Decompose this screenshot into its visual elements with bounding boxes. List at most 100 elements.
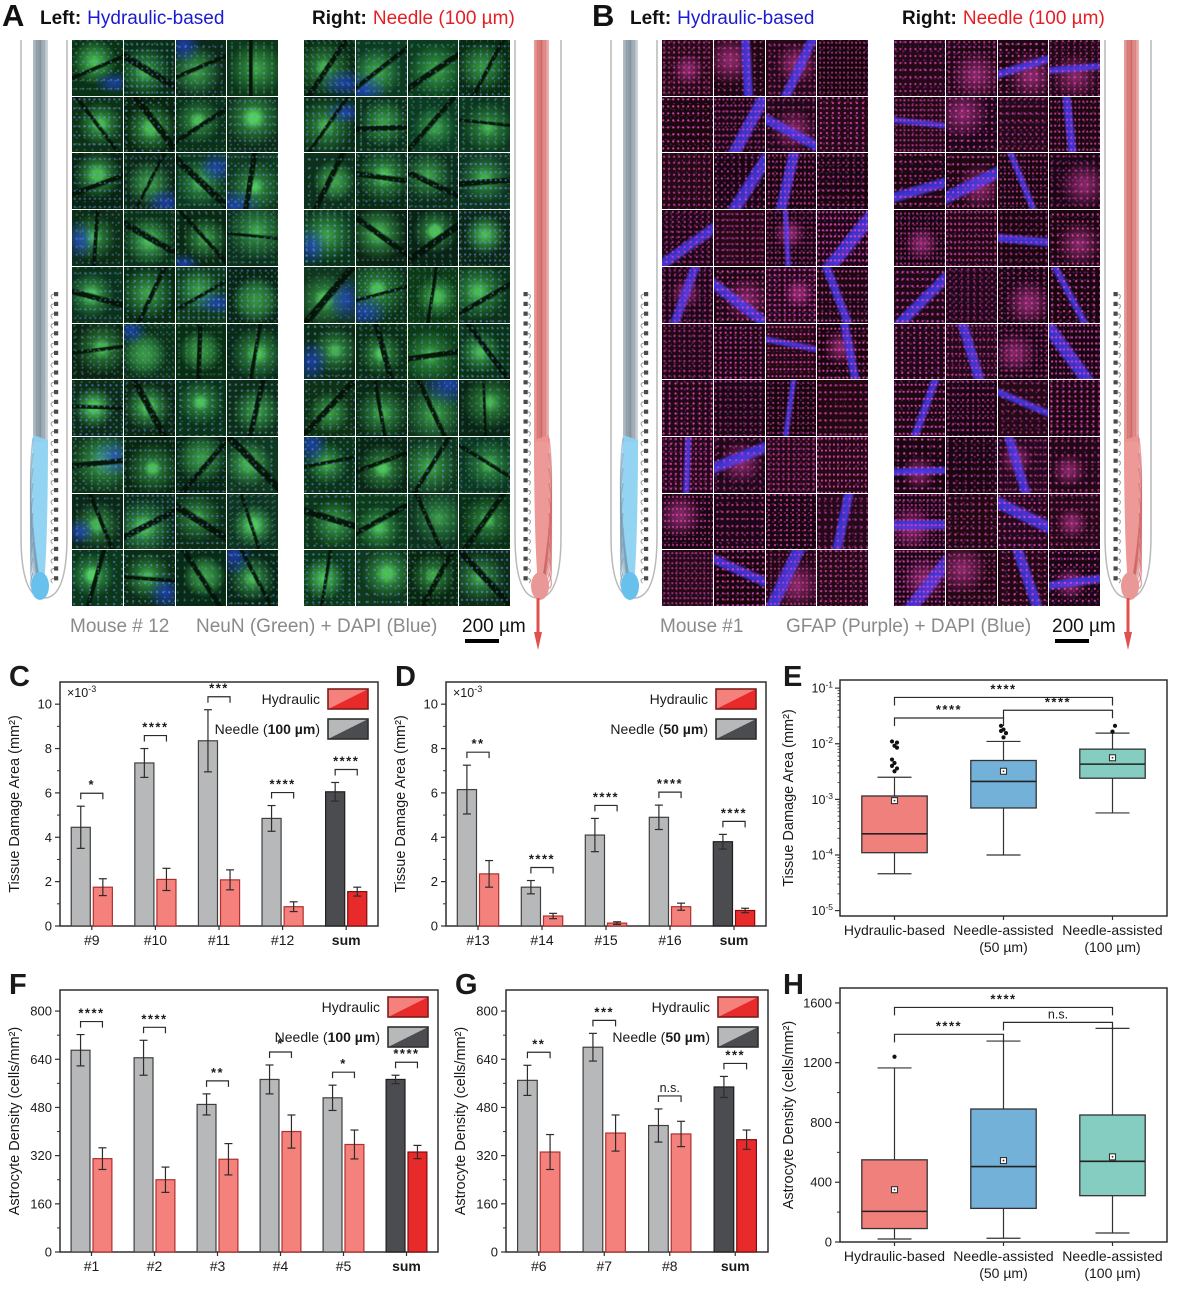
micrograph-cell	[304, 493, 355, 550]
electrode-dot	[644, 370, 649, 375]
micrograph-cell	[765, 210, 817, 266]
significance: *****n.s.***	[526, 1004, 748, 1102]
micrograph-cell	[945, 550, 997, 606]
micrograph-cell	[355, 380, 407, 436]
micrograph-cell	[765, 436, 817, 493]
micrograph-cell	[407, 96, 459, 153]
electrode-dot	[54, 429, 59, 434]
micrograph-cell	[355, 436, 407, 493]
micrograph-cell	[945, 380, 997, 436]
svg-text:10-4: 10-4	[812, 846, 834, 862]
svg-text:G: G	[455, 969, 478, 1001]
significance-bracket	[334, 768, 358, 776]
svg-text:480: 480	[476, 1100, 498, 1115]
svg-text:Needle-assisted: Needle-assisted	[953, 922, 1053, 938]
micrograph-cell	[817, 96, 868, 153]
significance-bracket	[79, 1020, 104, 1028]
svg-text:****: ****	[1045, 694, 1071, 709]
micrograph-cell	[227, 380, 278, 436]
panel-a-caption: Mouse # 12 NeuN (Green) + DAPI (Blue) 20…	[0, 612, 588, 650]
micrograph-cell	[123, 210, 175, 266]
micrograph-cell	[997, 380, 1049, 436]
panel-b-body	[606, 40, 1156, 650]
needle-probe-drawing	[514, 40, 562, 650]
electrode-dot	[523, 507, 528, 512]
micrograph-cell	[1049, 550, 1100, 606]
micrograph-cell	[765, 40, 817, 96]
svg-text:10-2: 10-2	[812, 735, 834, 751]
electrode-dot	[644, 527, 649, 532]
micrograph-cell	[72, 380, 123, 436]
electrode-dot	[644, 458, 649, 463]
electrode-dot	[1113, 292, 1118, 297]
electrode-dot	[1113, 311, 1118, 316]
micrograph-cell	[304, 153, 355, 210]
electrode-dot	[644, 350, 649, 355]
outlier-dot	[1001, 735, 1006, 740]
micrograph-cell	[72, 550, 123, 606]
svg-text:0: 0	[431, 919, 438, 934]
electrode-dot	[1113, 301, 1118, 306]
svg-text:Hydraulic: Hydraulic	[652, 999, 710, 1015]
micrograph-cell	[894, 493, 945, 550]
micrograph-cell	[227, 153, 278, 210]
electrode-dot	[644, 517, 649, 522]
panel-e-chart: 10-1 10-2 10-3 10-4 10-5 Tissue Damage Area (…	[780, 658, 1177, 962]
electrode-dot	[54, 448, 59, 453]
micrograph-cell	[662, 550, 713, 606]
electrode-dot	[1113, 419, 1118, 424]
micrograph-cell	[1049, 380, 1100, 436]
svg-text:Astrocyte Density (cells/mm²): Astrocyte Density (cells/mm²)	[7, 1027, 23, 1216]
box-plot-e: 10-1 10-2 10-3 10-4 10-5 Tissue Damage Area (…	[781, 661, 1168, 955]
electrode-dot	[644, 409, 649, 414]
electrode-dot	[1113, 468, 1118, 473]
micrograph-cell	[997, 153, 1049, 210]
micrograph-cell	[407, 40, 459, 96]
electrode-dot	[644, 537, 649, 542]
micrograph-cell	[765, 493, 817, 550]
svg-text:Hydraulic: Hydraulic	[262, 691, 320, 707]
micrograph-cell	[72, 96, 123, 153]
svg-text:#7: #7	[596, 1258, 612, 1274]
outlier-dot	[892, 743, 897, 748]
micrograph-cell	[355, 96, 407, 153]
svg-text:Needle-assisted: Needle-assisted	[953, 1248, 1053, 1264]
svg-text:#8: #8	[662, 1258, 678, 1274]
significance: **** **** ****	[893, 681, 1114, 727]
micrograph-cell	[945, 436, 997, 493]
micrograph-cell	[407, 493, 459, 550]
stain-label: NeuN (Green) + DAPI (Blue)	[196, 616, 438, 637]
svg-text:****: ****	[657, 776, 683, 791]
micrograph-cell	[1049, 153, 1100, 210]
panel-h-chart: 0 400 800 1200 1600 Astrocyte Density (cells/…	[780, 966, 1177, 1288]
electrode-dot	[523, 497, 528, 502]
significance-bracket	[80, 792, 104, 800]
micrograph-cell	[894, 323, 945, 380]
bar-chart-c: 0 2 4 6 8 10 Tissue Damage Area (mm²) ×10-3 C #9 #…	[7, 661, 379, 948]
panel-a-letter: A	[2, 0, 25, 33]
svg-text:640: 640	[476, 1052, 498, 1067]
micrograph-cell	[817, 40, 868, 96]
electrode-dot	[1113, 321, 1118, 326]
micrograph-cell	[72, 40, 123, 96]
svg-text:sum: sum	[392, 1258, 421, 1274]
micrograph-cell	[713, 266, 765, 323]
electrode-dot	[523, 301, 528, 306]
grid-gap	[868, 40, 894, 606]
micrograph-cell	[355, 40, 407, 96]
svg-text:4: 4	[431, 830, 438, 845]
electrode-dot	[523, 488, 528, 493]
micrograph-cell	[817, 493, 868, 550]
svg-text:10-1: 10-1	[812, 680, 834, 696]
electrode-dot	[54, 576, 59, 581]
svg-text:2: 2	[45, 874, 52, 889]
electrode-dot	[1113, 380, 1118, 385]
svg-text:480: 480	[30, 1100, 52, 1115]
micrograph-cell	[72, 436, 123, 493]
micrograph-cell	[662, 210, 713, 266]
electrode-dot	[54, 311, 59, 316]
svg-text:***: ***	[725, 1047, 745, 1062]
micrograph-cell	[817, 380, 868, 436]
outlier-dot	[1110, 729, 1115, 734]
svg-text:1200: 1200	[803, 1055, 832, 1070]
